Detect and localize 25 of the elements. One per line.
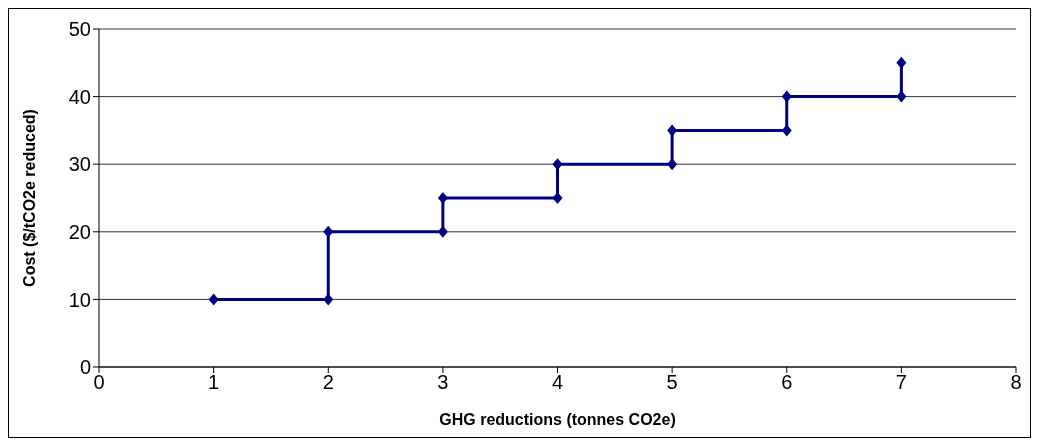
x-tick-label: 6 <box>781 371 793 394</box>
point <box>781 90 792 103</box>
y-tick-label: 0 <box>79 356 91 379</box>
x-tick-label: 7 <box>895 371 907 394</box>
point <box>208 293 219 306</box>
x-tick-label: 4 <box>551 371 564 394</box>
x-tick-label: 0 <box>93 371 105 394</box>
x-tick-label: 3 <box>437 371 449 394</box>
x-tick-label: 5 <box>666 371 678 394</box>
y-tick-label: 20 <box>68 220 91 243</box>
x-tick-label: 8 <box>1010 371 1022 394</box>
x-tick-label: 2 <box>322 371 334 394</box>
y-tick-label: 30 <box>68 153 91 176</box>
y-tick-label: 50 <box>68 18 91 41</box>
x-axis-title: GHG reductions (tonnes CO2e) <box>439 411 676 428</box>
point <box>667 158 678 171</box>
point <box>323 225 334 238</box>
y-axis-title: Cost ($/tCO2e reduced) <box>20 109 38 287</box>
point <box>896 90 907 103</box>
y-tick-label: 40 <box>68 85 91 108</box>
y-tick-label: 10 <box>68 288 91 311</box>
point <box>437 192 448 204</box>
x-tick-label: 1 <box>208 371 220 394</box>
point <box>896 56 907 69</box>
point <box>323 293 334 306</box>
